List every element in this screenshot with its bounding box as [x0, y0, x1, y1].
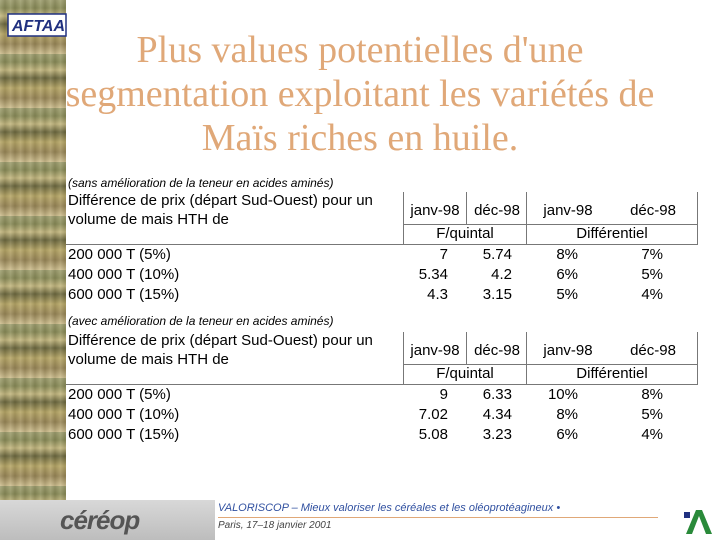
table2-header-line2: volume de mais HTH de — [68, 351, 229, 368]
table2-row-label: 600 000 T (15%) — [68, 426, 180, 443]
title-line-1: Plus values potentielles d'une — [136, 29, 584, 71]
table2-group-differentiel: Différentiel — [576, 365, 648, 382]
table1-row-value: 5.74 — [482, 246, 512, 263]
table2-row-value: 6.33 — [482, 386, 512, 403]
table2-row-value: 3.23 — [482, 426, 512, 443]
title-line-2: segmentation exploitant les variétés de — [65, 73, 655, 115]
table1-col-janv98-a: janv-98 — [410, 202, 460, 219]
table1-header-line2: volume de mais HTH de — [68, 211, 229, 228]
footer-text: VALORISCOP – Mieux valoriser les céréale… — [218, 502, 561, 514]
aftaa-logo-text: AFTAA — [11, 18, 65, 35]
table2-row-value: 8% — [641, 386, 663, 403]
table2-row-value: 4.34 — [482, 406, 512, 423]
table1-row-value: 5% — [641, 266, 663, 283]
table1-row-value: 7% — [641, 246, 663, 263]
table2-group-fquintal: F/quintal — [436, 365, 494, 382]
table2-col-janv98-b: janv-98 — [543, 342, 593, 359]
table1-row-value: 3.15 — [482, 286, 512, 303]
footer-logo-strip — [0, 500, 215, 540]
table2-row-value: 5.08 — [418, 426, 448, 443]
table2-row-value: 6% — [556, 426, 578, 443]
table1-row-value: 8% — [556, 246, 578, 263]
table-with-amino: Différence de prix (départ Sud-Ouest) po… — [66, 332, 698, 452]
table2-row-value: 4% — [641, 426, 663, 443]
slide-title: Plus values potentielles d'une segmentat… — [0, 28, 720, 160]
corner-logo-icon — [682, 504, 716, 538]
grain-texture-strip — [0, 0, 66, 540]
table2-row-value: 10% — [547, 386, 578, 403]
grain-texture-overlay — [0, 0, 66, 540]
table2-subtitle: (avec amélioration de la teneur en acide… — [68, 314, 334, 328]
aftaa-logo: AFTAA — [7, 13, 67, 37]
cereop-logo: céréop — [60, 505, 140, 535]
table2-row-value: 7.02 — [418, 406, 448, 423]
table1-group-fquintal: F/quintal — [436, 225, 494, 242]
footer-subtext: Paris, 17–18 janvier 2001 — [218, 520, 332, 531]
table-without-amino: Différence de prix (départ Sud-Ouest) po… — [66, 192, 698, 312]
table2-col-dec98-b: déc-98 — [630, 342, 676, 359]
table2-col-dec98-a: déc-98 — [474, 342, 520, 359]
table2-row-value: 5% — [641, 406, 663, 423]
table1-row-label: 200 000 T (5%) — [68, 246, 171, 263]
table1-row-value: 7 — [439, 246, 448, 263]
table1-row-value: 4.2 — [491, 266, 512, 283]
footer-divider — [218, 517, 658, 518]
table2-row-label: 200 000 T (5%) — [68, 386, 171, 403]
table2-row-label: 400 000 T (10%) — [68, 406, 180, 423]
table1-row-value: 5.34 — [418, 266, 448, 283]
table1-col-janv98-b: janv-98 — [543, 202, 593, 219]
table1-col-dec98-b: déc-98 — [630, 202, 676, 219]
table1-group-differentiel: Différentiel — [576, 225, 648, 242]
table2-row-value: 9 — [439, 386, 448, 403]
table1-row-label: 600 000 T (15%) — [68, 286, 180, 303]
table1-row-value: 4% — [641, 286, 663, 303]
table2-col-janv98-a: janv-98 — [410, 342, 460, 359]
table2-row-value: 8% — [556, 406, 578, 423]
table1-row-value: 4.3 — [427, 286, 448, 303]
table1-col-dec98-a: déc-98 — [474, 202, 520, 219]
table1-row-value: 5% — [556, 286, 578, 303]
table1-header-line1: Différence de prix (départ Sud-Ouest) po… — [68, 192, 373, 209]
table2-header-line1: Différence de prix (départ Sud-Ouest) po… — [68, 332, 373, 349]
table1-row-value: 6% — [556, 266, 578, 283]
table1-subtitle: (sans amélioration de la teneur en acide… — [68, 176, 334, 190]
title-line-3: Maïs riches en huile. — [201, 117, 519, 159]
table1-row-label: 400 000 T (10%) — [68, 266, 180, 283]
